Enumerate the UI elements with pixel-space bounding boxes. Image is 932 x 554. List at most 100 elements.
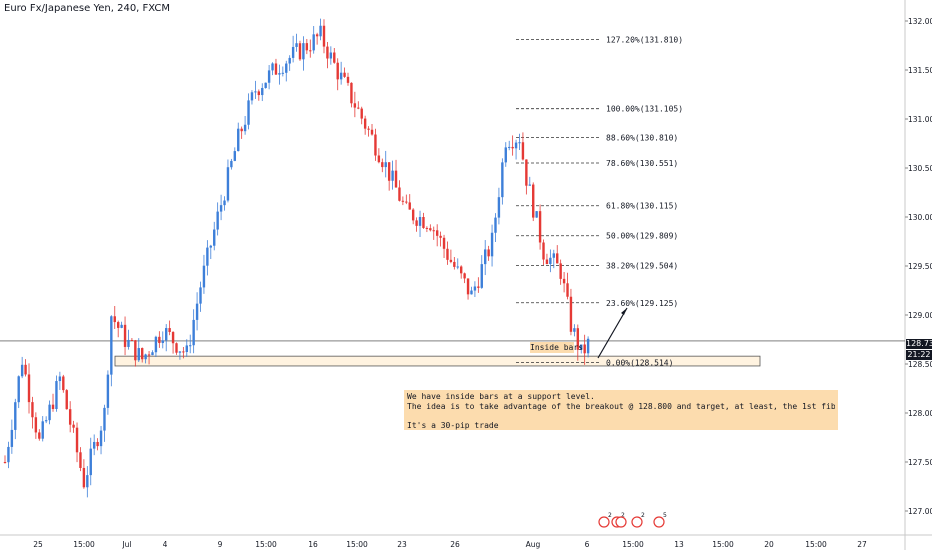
price-axis-label: 129.500 <box>908 262 932 271</box>
event-badge-icon[interactable] <box>598 516 610 528</box>
candle-body <box>367 128 370 130</box>
candle-body <box>446 248 449 260</box>
event-badge-icon[interactable] <box>615 516 627 528</box>
candle-body <box>185 345 188 353</box>
candle-body <box>439 235 442 238</box>
candle-body <box>545 259 549 265</box>
event-badge-count: 5 <box>663 512 667 519</box>
chart-title: Euro Fx/Japanese Yen, 240, FXCM <box>4 3 171 14</box>
fib-level-label: 88.60%(130.810) <box>606 134 678 143</box>
candle-body <box>116 322 120 328</box>
candle-body <box>113 316 116 323</box>
candle-body <box>415 220 418 226</box>
candle-body <box>247 100 250 125</box>
candle-body <box>525 159 528 186</box>
fib-level-label: 78.60%(130.551) <box>606 159 678 168</box>
time-axis-label: 23 <box>397 540 407 549</box>
candle-body <box>456 266 459 268</box>
candle-body <box>34 417 38 433</box>
candle-body <box>192 319 195 346</box>
fib-level-label: 100.00%(131.105) <box>606 105 683 114</box>
candle-body <box>508 146 511 148</box>
candle-body <box>168 328 171 333</box>
candle-body <box>408 202 411 210</box>
time-axis-label: 15:00 <box>622 540 644 549</box>
price-axis-label: 128.500 <box>908 360 932 369</box>
fib-level-label: 50.00%(129.809) <box>606 232 678 241</box>
candle-body <box>511 146 514 149</box>
candle-body <box>158 336 161 344</box>
time-axis-label: Aug <box>526 540 541 549</box>
candle-body <box>391 170 394 181</box>
candle-body <box>442 237 446 249</box>
candle-body <box>295 43 298 47</box>
candle-body <box>566 283 569 297</box>
candle-body <box>422 216 425 228</box>
candle-body <box>463 273 466 279</box>
candle-body <box>398 187 401 201</box>
price-axis-label: 129.000 <box>908 311 932 320</box>
candle-body <box>429 228 432 231</box>
candle-body <box>580 344 583 350</box>
candle-body <box>230 160 233 168</box>
note-line: The idea is to take advantage of the bre… <box>407 401 835 411</box>
candle-body <box>103 407 106 431</box>
support-zone <box>114 355 761 367</box>
candle-body <box>237 128 240 152</box>
candle-body <box>161 340 164 344</box>
candle-body <box>58 376 62 382</box>
candle-body <box>3 462 7 463</box>
event-badge-icon[interactable] <box>653 516 665 528</box>
candle-body <box>243 124 247 132</box>
time-axis-label: 16 <box>308 540 318 549</box>
price-axis-label: 131.500 <box>908 66 932 75</box>
time-axis-label: 13 <box>674 540 684 549</box>
candle-body <box>82 467 86 488</box>
candle-body <box>137 348 140 361</box>
candle-body <box>68 409 72 425</box>
candle-body <box>309 50 312 52</box>
candle-body <box>171 332 175 344</box>
candle-body <box>86 475 89 488</box>
candle-body <box>44 420 48 422</box>
candle-body <box>178 351 182 353</box>
candle-body <box>92 441 96 449</box>
candle-body <box>411 209 415 221</box>
candle-body <box>271 63 274 71</box>
candle-body <box>559 263 562 279</box>
candle-body <box>278 73 281 75</box>
candle-body <box>261 87 264 96</box>
candle-body <box>141 348 144 360</box>
note-line: We have inside bars at a support level. <box>407 392 595 401</box>
target-arrow-head <box>621 308 627 315</box>
candle-body <box>363 118 367 129</box>
candle-body <box>291 46 295 58</box>
candle-body <box>377 155 381 163</box>
candle-body <box>151 352 154 356</box>
candle-body <box>257 91 261 96</box>
candle-body <box>267 70 271 83</box>
candle-body <box>480 264 483 288</box>
candle-body <box>521 142 525 160</box>
candle-body <box>223 200 226 206</box>
candle-body <box>552 253 555 258</box>
candle-body <box>17 376 20 403</box>
candle-body <box>549 257 552 265</box>
candle-body <box>586 338 590 354</box>
candle-body <box>569 296 573 332</box>
candle-body <box>89 448 92 476</box>
candle-body <box>285 63 288 73</box>
note-line <box>407 411 835 421</box>
event-badge-icon[interactable] <box>631 516 643 528</box>
candle-body <box>487 249 490 257</box>
candle-body <box>20 364 24 377</box>
time-axis-label: 15:00 <box>73 540 95 549</box>
candle-body <box>48 404 51 421</box>
candle-body <box>333 52 336 63</box>
trade-note: We have inside bars at a support level. … <box>404 390 838 430</box>
candle-body <box>72 424 75 428</box>
candle-body <box>75 427 79 453</box>
time-axis-label: 20 <box>764 540 774 549</box>
